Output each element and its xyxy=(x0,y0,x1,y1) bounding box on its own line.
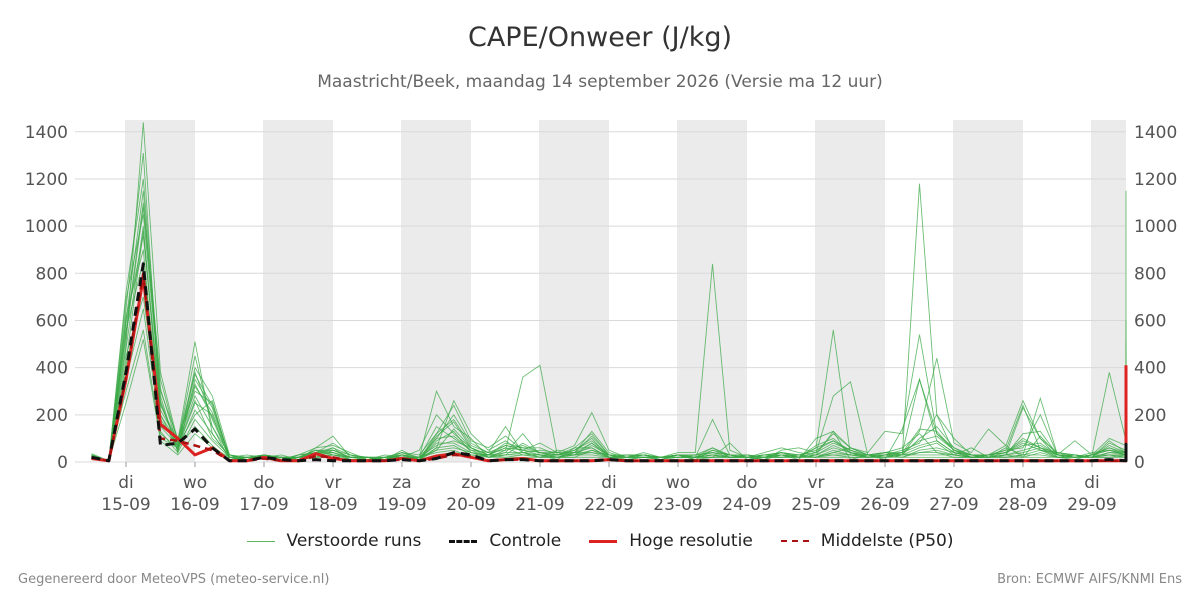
y-tick-label-right: 1400 xyxy=(1134,123,1177,143)
legend-label-perturbed: Verstoorde runs xyxy=(286,531,422,551)
night-band xyxy=(539,120,609,462)
x-tick-day: za xyxy=(875,473,894,493)
y-tick-label-right: 0 xyxy=(1134,453,1145,473)
y-tick-label-right: 200 xyxy=(1134,406,1166,426)
chart-title: CAPE/Onweer (J/kg) xyxy=(467,22,732,53)
night-band xyxy=(815,120,885,462)
median-line xyxy=(91,272,1128,463)
legend-item-median[interactable]: Middelste (P50) xyxy=(780,531,954,551)
x-tick-day: wo xyxy=(666,473,690,493)
y-tick-label-left: 0 xyxy=(57,453,68,473)
x-tick-date: 22-09 xyxy=(584,495,633,515)
x-tick-day: wo xyxy=(183,473,207,493)
x-tick-day: ma xyxy=(1010,473,1037,493)
x-tick-date: 19-09 xyxy=(377,495,426,515)
y-tick-label-left: 1200 xyxy=(25,170,68,190)
main-series xyxy=(91,262,1128,463)
legend-label-median: Middelste (P50) xyxy=(820,531,954,551)
x-tick-date: 28-09 xyxy=(998,495,1047,515)
y-tick-label-right: 400 xyxy=(1134,359,1166,379)
legend-item-hires[interactable]: Hoge resolutie xyxy=(589,531,753,551)
y-tick-label-right: 1200 xyxy=(1134,170,1177,190)
legend-item-control[interactable]: Controle xyxy=(449,531,561,551)
y-axis-right: 0 200 400 600 800 1000 1200 1400 xyxy=(1134,123,1177,473)
x-tick-date: 23-09 xyxy=(653,495,702,515)
x-tick-day: ma xyxy=(527,473,554,493)
x-tick-day: di xyxy=(601,473,617,493)
x-tick-day: do xyxy=(253,473,274,493)
chart-subtitle: Maastricht/Beek, maandag 14 september 20… xyxy=(317,72,883,92)
x-tick-date: 25-09 xyxy=(791,495,840,515)
night-band xyxy=(677,120,747,462)
night-band xyxy=(953,120,1023,462)
x-tick-date: 15-09 xyxy=(101,495,150,515)
x-tick-date: 20-09 xyxy=(446,495,495,515)
legend-label-hires: Hoge resolutie xyxy=(629,531,753,551)
y-tick-label-left: 600 xyxy=(36,311,68,331)
y-tick-label-left: 1000 xyxy=(25,217,68,237)
y-tick-label-left: 400 xyxy=(36,359,68,379)
legend-item-perturbed[interactable]: Verstoorde runs xyxy=(246,531,422,551)
x-tick-date: 27-09 xyxy=(929,495,978,515)
x-tick-date: 29-09 xyxy=(1067,495,1116,515)
legend-swatch-control xyxy=(449,539,478,543)
x-tick-date: 26-09 xyxy=(860,495,909,515)
x-tick-day: za xyxy=(392,473,411,493)
x-tick-day: zo xyxy=(944,473,963,493)
x-tick-day: do xyxy=(736,473,757,493)
y-axis-left: 0 200 400 600 800 1000 1200 1400 xyxy=(25,123,68,473)
legend-swatch-median xyxy=(780,540,809,542)
x-tick-date: 18-09 xyxy=(308,495,357,515)
x-tick-day: vr xyxy=(807,473,824,493)
legend-swatch-hires xyxy=(589,539,618,543)
legend-swatch-perturbed xyxy=(246,540,275,542)
x-tick-day: di xyxy=(118,473,134,493)
footer-generated-by: Gegenereerd door MeteoVPS (meteo-service… xyxy=(18,572,330,587)
y-tick-label-left: 1400 xyxy=(25,123,68,143)
night-band xyxy=(401,120,471,462)
x-tick-day: di xyxy=(1084,473,1100,493)
x-tick-date: 24-09 xyxy=(722,495,771,515)
legend: Verstoorde runs Controle Hoge resolutie … xyxy=(0,531,1200,551)
x-tick-date: 21-09 xyxy=(515,495,564,515)
y-tick-label-left: 200 xyxy=(36,406,68,426)
x-axis: di15-09wo16-09do17-09vr18-09za19-09zo20-… xyxy=(101,462,1117,515)
x-tick-day: vr xyxy=(324,473,341,493)
y-tick-label-right: 800 xyxy=(1134,264,1166,284)
night-bands xyxy=(125,120,1126,462)
y-tick-label-right: 600 xyxy=(1134,311,1166,331)
footer-source: Bron: ECMWF AIFS/KNMI Ens xyxy=(997,572,1182,587)
legend-label-control: Controle xyxy=(489,531,562,551)
y-tick-label-left: 800 xyxy=(36,264,68,284)
x-tick-day: zo xyxy=(461,473,480,493)
x-tick-date: 17-09 xyxy=(239,495,288,515)
x-tick-date: 16-09 xyxy=(170,495,219,515)
control-line xyxy=(91,262,1128,463)
y-tick-label-right: 1000 xyxy=(1134,217,1177,237)
night-band xyxy=(263,120,333,462)
night-band xyxy=(1091,120,1126,462)
